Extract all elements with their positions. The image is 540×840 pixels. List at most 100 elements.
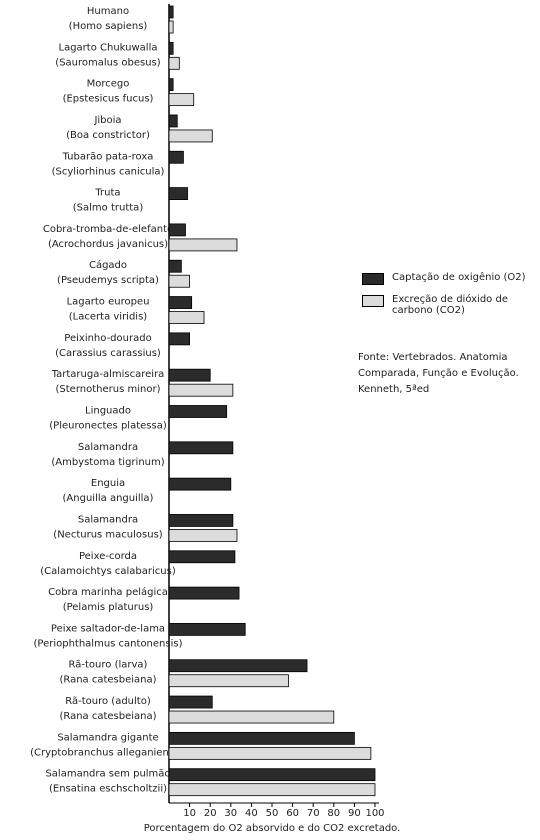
bar [168,114,178,128]
bar [168,783,376,797]
bar [168,20,174,34]
category-sublabel: (Carassius carassius) [55,348,161,359]
note-line: Fonte: Vertebrados. Anatomia [358,352,508,363]
bar [168,368,211,382]
legend-item: Excreção de dióxido de carbono (CO2) [362,294,532,316]
bar [168,586,240,600]
bar [168,223,186,237]
category-label: Cágado [89,259,127,271]
category-label: Peixe-corda [79,551,137,562]
category-sublabel: (Necturus maculosus) [53,529,162,540]
bar [168,129,213,143]
category-sublabel: (Ensatina eschscholtzii) [49,784,167,795]
x-tick-label: 60 [286,808,299,819]
legend-item: Captação de oxigênio (O2) [362,272,532,285]
category-label: Truta [94,188,120,199]
category-label: Salamandra sem pulmão [45,769,170,780]
bar [168,514,234,527]
category-sublabel: (Rana catesbeiana) [59,711,156,722]
bar [168,710,335,724]
category-sublabel: (Acrochordus javanicus) [48,239,168,250]
bar [168,41,174,55]
category-sublabel: (Pleuronectes platessa) [49,421,167,432]
category-sublabel: (Epstesicus fucus) [63,94,154,105]
bar [168,238,238,252]
bar [168,405,228,418]
bar [168,731,355,745]
category-sublabel: (Pelamis platurus) [63,602,154,613]
category-label: Lagarto Chukuwalla [59,42,158,53]
category-label: Lagarto europeu [67,297,150,308]
category-sublabel: (Scyliorhinus canicula) [52,166,165,177]
category-sublabel: (Pseudemys scripta) [57,275,159,286]
note-line: Comparada, Função e Evolução. [358,368,519,379]
x-tick-label: 20 [204,808,217,819]
x-axis-label: Porcentagem do O2 absorvido e do CO2 exc… [144,823,401,834]
x-tick-label: 30 [224,808,237,819]
category-sublabel: (Ambystoma tigrinum) [51,457,164,468]
category-label: Morcego [87,79,130,90]
category-label: Rã-touro (adulto) [65,696,151,707]
bar [168,332,191,346]
category-sublabel: (Sternotherus minor) [56,384,161,395]
bar [168,695,213,709]
note-line: Kenneth, 5ªed [358,384,430,395]
bar [168,383,234,397]
category-sublabel: (Rana catesbeiana) [59,675,156,686]
category-label: Linguado [85,406,131,417]
category-label: Tubarão pata-roxa [62,151,154,162]
category-sublabel: (Anguilla anguilla) [63,493,154,504]
bar [168,56,180,70]
category-label: Salamandra [78,442,138,453]
category-label: Humano [87,6,129,17]
bar [168,150,184,164]
bar [168,296,193,309]
x-tick-label: 90 [348,808,361,819]
category-sublabel: (Homo sapiens) [69,21,148,32]
bar [168,674,289,688]
bar [168,274,191,288]
bar [168,93,195,107]
category-label: Salamandra gigante [57,732,158,743]
bar [168,477,232,491]
category-label: Enguia [91,478,125,489]
category-label: Tartaruga-almiscareira [51,369,165,380]
legend-swatch [362,295,384,307]
category-sublabel: (Lacerta viridis) [69,312,148,323]
bar [168,311,205,324]
category-label: Cobra marinha pelágica [48,586,168,598]
category-sublabel: (Periophthalmus cantonensis) [34,638,183,649]
legend-label: Captação de oxigênio (O2) [392,272,526,283]
category-sublabel: (Salmo trutta) [73,203,144,214]
category-sublabel: (Sauromalus obesus) [55,57,160,68]
x-tick-label: 100 [365,808,384,819]
bar [168,746,372,760]
x-tick-label: 50 [266,808,279,819]
legend-swatch [362,273,384,285]
x-tick-label: 80 [327,808,340,819]
bar [168,768,376,782]
bar [168,550,236,564]
bar [168,623,246,636]
category-label: Cobra-tromba-de-elefante [43,224,173,235]
category-label: Rã-touro (larva) [69,660,148,671]
bar [168,187,188,200]
category-sublabel: (Boa constrictor) [66,130,150,141]
category-sublabel: (Cryptobranchus alleganiensis) [30,747,186,758]
category-label: Salamandra [78,514,138,525]
bar [168,529,238,542]
category-label: Jiboia [93,115,121,126]
x-tick-label: 70 [307,808,320,819]
category-sublabel: (Calamoichtys calabaricus) [40,566,176,577]
source-note: Fonte: Vertebrados. Anatomia Comparada, F… [358,350,528,398]
bar [168,659,308,673]
bar [168,5,174,19]
category-label: Peixe saltador-de-lama [51,623,165,634]
x-tick-label: 40 [245,808,258,819]
legend-label: Excreção de dióxido de carbono (CO2) [392,294,508,316]
bar [168,78,174,92]
bar [168,441,234,455]
x-tick-label: 10 [183,808,196,819]
